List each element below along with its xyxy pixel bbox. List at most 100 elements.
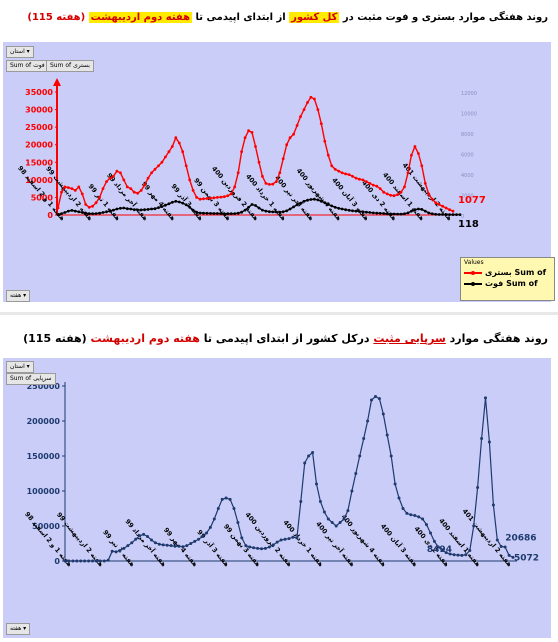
data-point [252,546,256,550]
data-point [94,201,98,205]
value-chip-hosp[interactable]: Sum of بستری [46,60,94,72]
data-point [313,97,316,101]
data-point [420,208,424,211]
data-point [288,136,292,140]
data-point [138,534,142,538]
data-point [503,545,507,549]
data-point [60,212,63,216]
data-point [174,199,178,203]
data-point [421,517,425,521]
data-point [427,192,431,196]
data-point [468,549,472,552]
data-point [368,211,372,214]
y-tick-label: 25000 [25,123,53,132]
data-point [271,210,275,214]
value-chip-death[interactable]: Sum of فوت [6,60,49,72]
data-point [205,531,208,535]
filter-chip-province-2[interactable]: استان ▾ [6,361,34,373]
data-point [193,539,197,543]
data-point [87,205,91,209]
data-point [441,213,444,216]
data-point [91,559,94,563]
axis-chip-week[interactable]: هفته ▾ [6,290,31,302]
data-point [302,108,306,111]
data-point [307,454,311,458]
data-point [56,213,60,217]
data-point [139,208,143,212]
data-point [254,145,257,148]
data-point [378,187,382,191]
data-point [413,145,417,148]
data-point [177,200,181,204]
data-point [164,203,167,207]
data-point [371,183,375,187]
data-point [136,208,140,212]
data-point [295,124,299,127]
data-point [212,196,216,200]
data-point [247,129,251,133]
data-point [375,211,379,215]
data-point [240,536,244,540]
data-point [382,212,386,215]
data-point [406,171,410,175]
data-point [268,183,271,186]
data-point [381,412,385,416]
data-point [507,553,511,557]
data-point [233,185,237,189]
data-point [315,482,318,486]
data-point [299,201,302,205]
series-line-2-0 [65,395,514,562]
data-point [303,461,307,465]
data-point [326,153,330,157]
data-point [160,160,164,164]
value-chip-outpatient[interactable]: Sum of سرپایی [6,373,56,385]
data-point [67,559,71,563]
axis-chip-week-2[interactable]: هفته ▾ [6,623,31,635]
data-point [102,559,106,563]
data-point [219,212,223,216]
data-point [87,212,91,216]
data-point [75,559,79,563]
data-point [189,542,193,545]
data-point [260,547,263,551]
data-point [274,180,278,184]
data-point [437,203,441,206]
data-point [480,437,484,440]
data-point [420,164,424,168]
data-point [174,136,178,140]
data-point [322,510,326,514]
data-point [392,194,396,198]
data-point [410,153,413,157]
data-point [344,208,347,212]
data-point [105,210,108,214]
data-point [188,205,192,209]
x-tick-label: هفته 3 آذر 99 [195,528,231,569]
x-tick-label: هفته 4 شهریور 400 [295,167,344,223]
data-point [198,197,202,201]
data-point [377,397,381,401]
data-point [220,497,224,501]
data-point [184,164,188,168]
data-point [60,190,63,194]
data-point [167,202,171,206]
data-point [350,489,354,493]
panel-divider [0,312,558,315]
data-point [146,535,149,538]
filter-chip-province[interactable]: استان ▾ [6,46,34,58]
data-point [122,546,126,550]
data-point [216,196,219,199]
data-point [232,507,236,510]
data-point [63,185,67,189]
end-label-death: 118 [458,219,479,230]
y-tick-label: 200000 [27,417,61,426]
data-point [250,203,254,206]
data-point [208,525,212,529]
data-point [427,211,431,215]
data-point [316,198,320,202]
data-point [271,543,275,547]
data-point [358,210,361,213]
data-point [444,213,448,217]
data-point [309,198,313,201]
data-point [405,511,409,515]
data-point [326,203,330,206]
